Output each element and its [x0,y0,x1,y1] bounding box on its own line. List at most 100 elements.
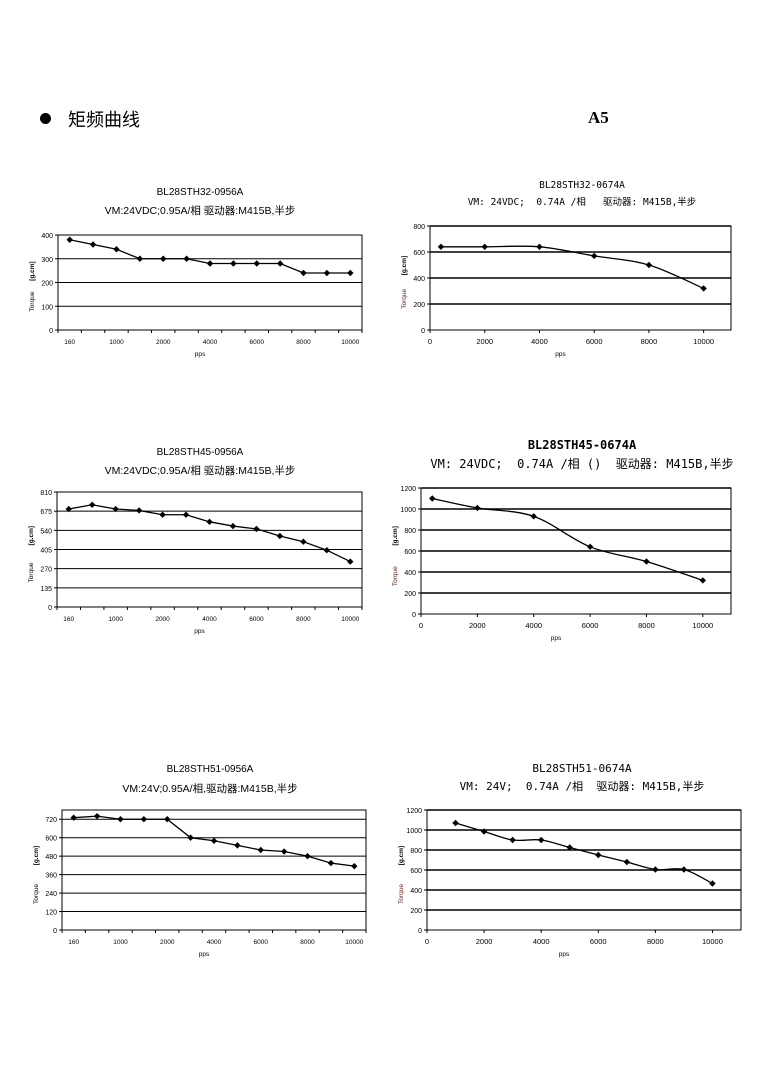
chart-title: BL28STH51-0674A [532,762,632,775]
data-point [182,511,190,518]
x-tick-label: 10000 [692,621,713,630]
x-tick-label: 4000 [202,616,217,623]
data-point [700,285,707,292]
x-tick-label: 8000 [638,621,655,630]
x-tick-label: 6000 [250,339,265,346]
y-tick-label: 0 [48,605,52,612]
y-tick-label: 800 [410,848,422,855]
data-point [474,504,481,512]
chart-title: BL28STH45-0956A [156,447,244,458]
chart-plot-5: 0 200 400 600 800 1000 1200 0 2000 4000 6000 8000 10… [398,808,742,958]
x-tick-label: 4000 [531,337,548,346]
y-tick-label: 120 [45,910,57,917]
y-tick-label: 270 [40,567,52,574]
x-tick-label: 6000 [254,939,269,946]
data-point [566,844,573,851]
y-tick-label: 200 [413,302,425,309]
data-point [117,816,124,823]
y-tick-label: 400 [413,276,425,283]
chart-subtitle: VM:24V;0.95A/相,驱动器:M415B,半步 [122,783,298,795]
y-tick-label: 200 [410,908,422,915]
data-point [709,880,716,887]
data-point [595,851,602,859]
data-point [229,522,237,530]
y-tick-label: 600 [404,549,416,556]
data-point [253,260,260,267]
y-tick-label: 480 [45,854,57,861]
y-tick-label: 540 [40,528,52,535]
data-point [586,543,594,550]
y-tick-label: 675 [40,509,52,516]
data-point [206,518,213,526]
x-tick-label: 1000 [109,339,124,346]
x-tick-label: 1000 [113,939,128,946]
chart-subtitle: VM: 24VDC; 0.74A /相 () 驱动器: M415B,半步 [430,457,734,471]
page-code: A5 [588,108,609,127]
data-point [530,513,537,520]
chart-title: BL28STH32-0956A [156,187,244,198]
y-tick-label: 300 [41,257,53,264]
data-point [304,852,311,860]
data-point [65,505,72,513]
data-point [280,848,288,855]
data-point [276,260,284,267]
data-point [140,816,148,823]
x-tick-label: 4000 [203,339,218,346]
y-tick-label: 810 [40,490,52,497]
data-point [645,261,653,269]
x-tick-label: 4000 [525,621,542,630]
y-tick-label: 1000 [400,507,416,514]
data-point [300,538,307,545]
x-tick-label: 1000 [108,616,123,623]
bullet-icon [40,113,51,124]
data-point [347,558,354,565]
data-point [210,837,218,844]
y-tick-label: 400 [410,888,422,895]
data-point [536,243,543,250]
x-tick-label: 2000 [476,937,493,946]
y-tick-label: 600 [45,836,57,843]
x-tick-label: 8000 [296,339,311,346]
data-point [480,828,488,835]
data-point [590,252,598,260]
x-tick-label: 0 [419,621,423,630]
y-axis-label: Torque [392,566,399,586]
x-tick-label: 4000 [533,937,550,946]
chart-subtitle: VM:24VDC;0.95A/相 驱动器:M415B,半步 [104,205,296,217]
x-tick-label: 160 [64,339,75,346]
y-tick-label: 1200 [406,808,422,815]
data-point [88,501,96,508]
y-tick-label: 200 [41,281,53,288]
data-point [164,816,171,823]
y-axis-unit: [g.cm] [28,526,35,546]
y-axis-unit: [g.cm] [398,846,405,866]
data-point [323,269,331,277]
chart-plot-0: 0 100 200 300 400 160 1000 2000 4000 6000 8000 1000… [29,233,363,358]
data-point [537,836,545,844]
data-point [276,532,284,540]
y-tick-label: 720 [45,817,57,824]
x-tick-label: 2000 [156,339,171,346]
data-point [70,814,77,821]
data-point [323,547,331,554]
y-axis-label: Torque [398,884,405,904]
y-tick-label: 600 [413,250,425,257]
y-tick-label: 405 [40,548,52,555]
x-tick-label: 6000 [586,337,603,346]
y-axis-label: Torque [33,884,40,904]
x-tick-label: 8000 [641,337,658,346]
data-point [135,507,143,514]
data-point [113,246,120,253]
x-tick-label: 6000 [582,621,599,630]
data-point [93,812,101,820]
data-point [230,260,237,267]
series-line [455,822,713,885]
section-title: 矩频曲线 [68,110,140,131]
data-point [300,269,307,277]
data-point [159,511,166,518]
y-tick-label: 400 [404,570,416,577]
y-tick-label: 1000 [406,828,422,835]
data-point [680,866,688,873]
y-tick-label: 0 [418,928,422,935]
